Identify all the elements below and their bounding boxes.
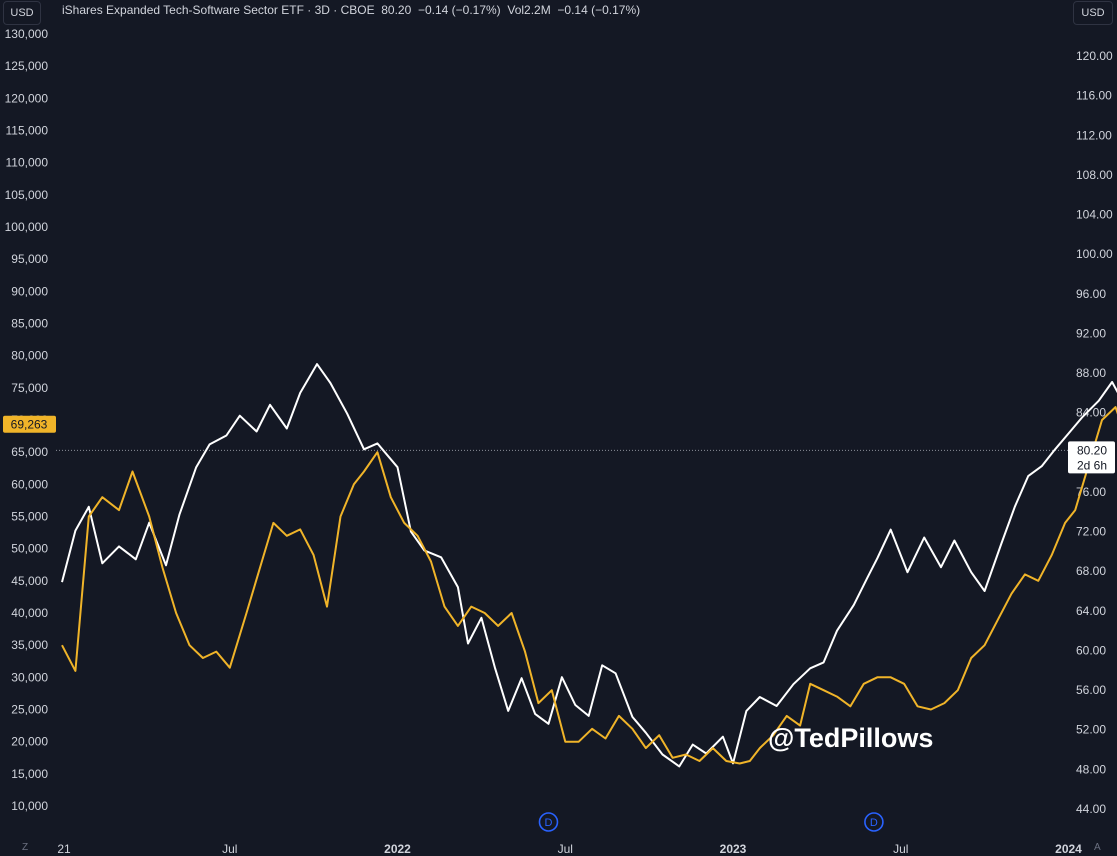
left-axis-tick: 75,000	[11, 381, 48, 395]
x-axis-tick: 21	[57, 842, 71, 856]
left-axis-tick: 40,000	[11, 606, 48, 620]
timezone-toggle[interactable]: Z	[22, 842, 29, 853]
left-axis-tick: 125,000	[5, 59, 49, 73]
left-axis-tick: 50,000	[11, 542, 48, 556]
x-axis-tick: 2024	[1055, 842, 1082, 856]
right-axis-price-tag	[1068, 441, 1115, 474]
right-axis-tick: 48.00	[1076, 762, 1106, 776]
right-axis-tick: 60.00	[1076, 643, 1106, 657]
left-axis-tick: 65,000	[11, 445, 48, 459]
left-axis-tick: 15,000	[11, 767, 48, 781]
symbol-title[interactable]: iShares Expanded Tech-Software Sector ET…	[62, 3, 375, 17]
left-axis-tick: 80,000	[11, 349, 48, 363]
right-axis-tick: 76.00	[1076, 485, 1106, 499]
left-axis-tick: 115,000	[6, 124, 49, 138]
dividend-marker-icon	[864, 812, 884, 832]
left-axis-tick: 25,000	[11, 703, 48, 717]
left-axis-tick: 85,000	[11, 317, 48, 331]
volume-label: Vol2.2M	[507, 3, 551, 17]
left-axis-tick: 30,000	[11, 670, 48, 684]
x-axis-tick: 2023	[720, 842, 747, 856]
x-axis-tick: Jul	[893, 842, 908, 856]
right-axis-price-tag-label: 80.20	[1077, 443, 1107, 457]
x-axis-tick: 2022	[384, 842, 411, 856]
left-axis-price-tag-label: 69,263	[11, 418, 48, 432]
right-axis-tick: 96.00	[1076, 287, 1106, 301]
right-axis-tick: 108.00	[1076, 168, 1113, 182]
left-axis-tick: 20,000	[11, 735, 48, 749]
x-axis-tick: Jul	[558, 842, 573, 856]
right-axis-tick: 120.00	[1076, 49, 1113, 63]
right-axis-tick: 68.00	[1076, 564, 1106, 578]
right-axis-tick: 100.00	[1076, 247, 1113, 261]
left-axis-tick: 55,000	[11, 510, 48, 524]
left-axis-tick: 130,000	[5, 27, 49, 41]
left-axis-unit: USD	[10, 7, 34, 19]
left-axis-tick: 10,000	[11, 799, 48, 813]
last-price: 80.20	[381, 3, 412, 17]
right-axis-tick: 56.00	[1076, 683, 1106, 697]
left-axis-tick: 90,000	[11, 284, 48, 298]
dividend-marker-icon	[538, 812, 559, 832]
left-axis-tick: 100,000	[5, 220, 49, 234]
left-axis-unit-button[interactable]: USD	[3, 1, 41, 25]
left-axis-price-tag	[3, 415, 56, 433]
left-axis-tick: 110,000	[6, 156, 49, 170]
right-axis-tick: 52.00	[1076, 723, 1106, 737]
chart-legend-header: iShares Expanded Tech-Software Sector ET…	[62, 3, 640, 17]
x-axis-tick: Jul	[222, 842, 237, 856]
bar-countdown-label: 2d 6h	[1077, 458, 1107, 472]
volume-change: −0.14 (−0.17%)	[557, 3, 641, 17]
etf-price-line	[61, 363, 1117, 768]
left-axis-tick: 45,000	[11, 574, 48, 588]
right-axis-unit: USD	[1081, 7, 1105, 19]
left-axis-tick: 35,000	[11, 638, 48, 652]
left-axis-tick: 105,000	[5, 188, 49, 202]
right-axis-tick: 88.00	[1076, 366, 1106, 380]
left-axis-tick: 60,000	[11, 477, 48, 491]
right-axis-tick: 104.00	[1076, 208, 1113, 222]
right-axis-tick: 64.00	[1076, 604, 1106, 618]
right-axis-tick: 112.00	[1076, 128, 1112, 142]
dividend-marker-label: D	[544, 817, 552, 829]
right-axis-tick: 92.00	[1076, 326, 1106, 340]
left-axis-tick: 95,000	[11, 252, 48, 266]
auto-scale-toggle[interactable]: A	[1094, 842, 1101, 853]
comparison-price-line	[61, 406, 1117, 765]
dividend-marker-label: D	[870, 817, 878, 829]
left-axis-tick: 120,000	[5, 91, 49, 105]
right-axis-tick: 72.00	[1076, 525, 1106, 539]
author-watermark: @TedPillows	[768, 723, 934, 753]
right-axis-tick: 44.00	[1076, 802, 1106, 816]
price-change: −0.14 (−0.17%)	[417, 3, 501, 17]
right-axis-unit-button[interactable]: USD	[1073, 1, 1113, 25]
right-axis-tick: 116.00	[1076, 89, 1112, 103]
